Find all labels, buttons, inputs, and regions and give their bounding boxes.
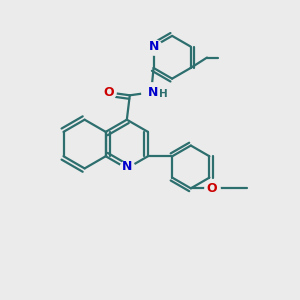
Text: N: N: [148, 86, 158, 99]
Text: O: O: [206, 182, 217, 195]
Text: H: H: [159, 89, 168, 99]
Text: N: N: [148, 40, 159, 53]
Text: N: N: [122, 160, 132, 173]
Text: O: O: [103, 86, 114, 99]
